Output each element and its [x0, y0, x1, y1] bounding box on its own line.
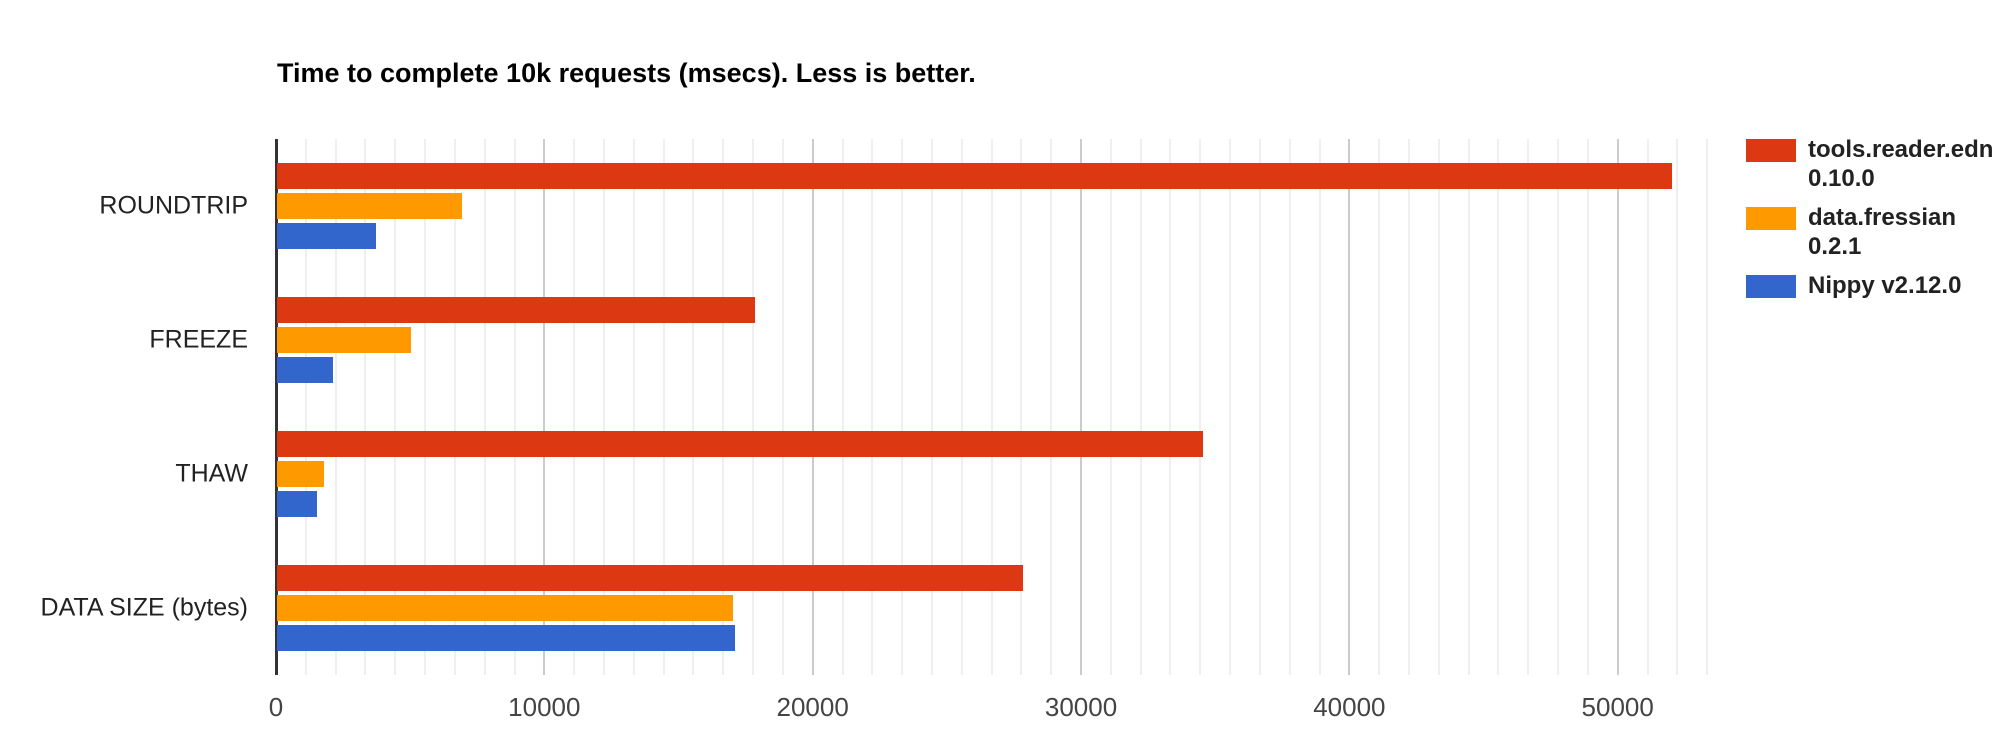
minor-gridline [662, 139, 665, 675]
minor-gridline [990, 139, 993, 675]
minor-gridline [394, 139, 397, 675]
minor-gridline [483, 139, 486, 675]
minor-gridline [453, 139, 456, 675]
minor-gridline [424, 139, 427, 675]
minor-gridline [1199, 139, 1202, 675]
legend-swatch-data-fressian-0-2-1 [1746, 207, 1796, 230]
legend-swatch-tools-reader-edn-0-10-0 [1746, 139, 1796, 162]
bar-data-size-bytes-data-fressian-0-2-1[interactable] [277, 595, 734, 621]
legend-swatch-nippy-v2-12-0 [1746, 275, 1796, 298]
legend: tools.reader.edn 0.10.0 data.fressian 0.2.1… [1746, 136, 2006, 314]
category-label-roundtrip: ROUNDTRIP [99, 191, 248, 220]
minor-gridline [364, 139, 367, 675]
legend-item-data-fressian-0-2-1: data.fressian 0.2.1 [1746, 204, 2006, 261]
minor-gridline [1378, 139, 1381, 675]
minor-gridline [632, 139, 635, 675]
minor-gridline [871, 139, 874, 675]
minor-gridline [930, 139, 933, 675]
legend-label-data-fressian-0-2-1: data.fressian 0.2.1 [1808, 203, 1956, 261]
minor-gridline [1229, 139, 1232, 675]
minor-gridline [1706, 139, 1709, 675]
minor-gridline [573, 139, 576, 675]
minor-gridline [1169, 139, 1172, 675]
x-axis: 0 10000 20000 30000 40000 50000 [269, 692, 1717, 726]
bar-roundtrip-data-fressian-0-2-1[interactable] [277, 193, 463, 219]
minor-gridline [1020, 139, 1023, 675]
x-tick-label-10000: 10000 [508, 692, 581, 722]
legend-label-line: 0.2.1 [1808, 233, 1862, 260]
minor-gridline [1139, 139, 1142, 675]
minor-gridline [901, 139, 904, 675]
minor-gridline [1497, 139, 1500, 675]
minor-gridline [781, 139, 784, 675]
minor-gridline [1050, 139, 1053, 675]
minor-gridline [513, 139, 516, 675]
legend-label-line: data.fressian [1808, 204, 1957, 231]
bar-freeze-data-fressian-0-2-1[interactable] [277, 327, 412, 353]
minor-gridline [304, 139, 307, 675]
minor-gridline [1109, 139, 1112, 675]
minor-gridline [334, 139, 337, 675]
minor-gridline [1586, 139, 1589, 675]
bar-data-size-bytes-tools-reader-edn-0-10-0[interactable] [277, 565, 1023, 591]
major-gridline [1616, 139, 1619, 675]
major-gridline [1080, 139, 1083, 675]
category-axis: ROUNDTRIP FREEZE THAW DATA SIZE (bytes) [0, 139, 248, 675]
minor-gridline [1646, 139, 1649, 675]
minor-gridline [1437, 139, 1440, 675]
legend-label-nippy-v2-12-0: Nippy v2.12.0 [1808, 271, 1961, 300]
bar-data-size-bytes-nippy-v2-12-0[interactable] [277, 625, 735, 651]
bar-roundtrip-nippy-v2-12-0[interactable] [277, 223, 377, 249]
x-tick-label-0: 0 [268, 692, 284, 722]
x-tick-label-30000: 30000 [1044, 692, 1118, 722]
baseline-axis-line [275, 139, 278, 675]
minor-gridline [1467, 139, 1470, 675]
minor-gridline [1676, 139, 1679, 675]
legend-label-line: 0.10.0 [1808, 165, 1875, 192]
minor-gridline [1318, 139, 1321, 675]
bar-thaw-data-fressian-0-2-1[interactable] [277, 461, 324, 487]
minor-gridline [841, 139, 844, 675]
major-gridline [1348, 139, 1351, 675]
chart-title: Time to complete 10k requests (msecs). L… [277, 58, 976, 88]
legend-label-line: Nippy v2.12.0 [1808, 272, 1962, 299]
minor-gridline [960, 139, 963, 675]
minor-gridline [692, 139, 695, 675]
minor-gridline [752, 139, 755, 675]
bar-freeze-tools-reader-edn-0-10-0[interactable] [277, 297, 755, 323]
category-label-data-size-bytes: DATA SIZE (bytes) [40, 593, 248, 622]
major-gridline [543, 139, 546, 675]
minor-gridline [1288, 139, 1291, 675]
bar-thaw-tools-reader-edn-0-10-0[interactable] [277, 431, 1203, 457]
minor-gridline [1258, 139, 1261, 675]
x-tick-label-20000: 20000 [776, 692, 849, 722]
legend-label-tools-reader-edn-0-10-0: tools.reader.edn 0.10.0 [1808, 135, 1993, 193]
minor-gridline [602, 139, 605, 675]
minor-gridline [1408, 139, 1410, 675]
legend-item-nippy-v2-12-0: Nippy v2.12.0 [1746, 272, 2006, 300]
minor-gridline [1527, 139, 1530, 675]
category-label-freeze: FREEZE [149, 325, 248, 354]
bar-roundtrip-tools-reader-edn-0-10-0[interactable] [277, 163, 1673, 189]
category-label-thaw: THAW [175, 459, 248, 488]
x-tick-label-40000: 40000 [1313, 692, 1386, 722]
bar-freeze-nippy-v2-12-0[interactable] [277, 357, 334, 383]
legend-label-line: tools.reader.edn [1808, 136, 1994, 163]
plot-area [275, 139, 1717, 675]
x-tick-label-50000: 50000 [1581, 692, 1654, 722]
minor-gridline [722, 139, 725, 675]
legend-item-tools-reader-edn-0-10-0: tools.reader.edn 0.10.0 [1746, 136, 2006, 193]
major-gridline [811, 139, 814, 675]
bar-thaw-nippy-v2-12-0[interactable] [277, 491, 318, 517]
minor-gridline [1557, 139, 1560, 675]
